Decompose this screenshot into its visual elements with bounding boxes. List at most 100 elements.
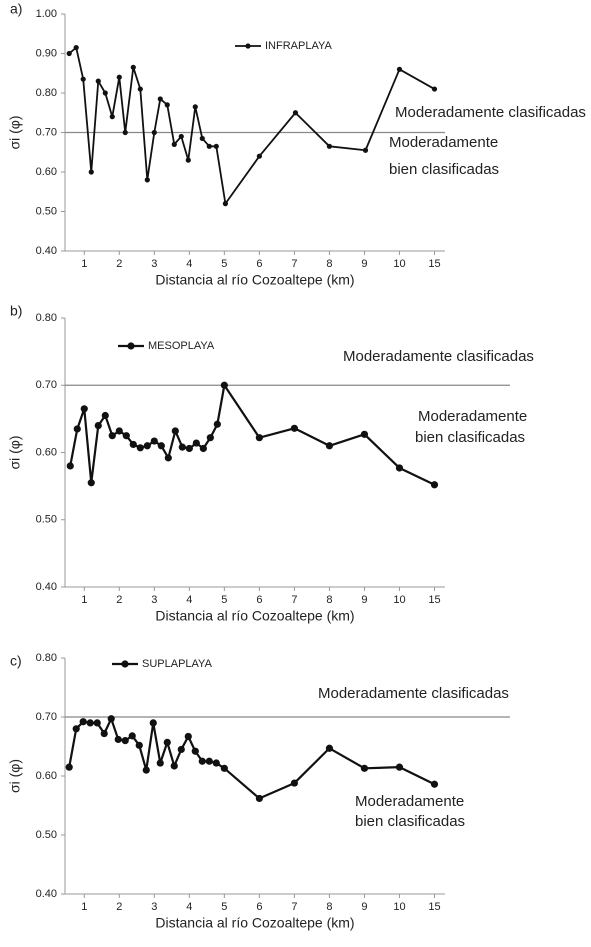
data-point — [157, 442, 165, 450]
y-tick-label: 0.60 — [36, 166, 57, 178]
data-point — [177, 745, 185, 754]
x-tick-label: 9 — [361, 594, 367, 606]
data-point — [185, 444, 193, 453]
data-point — [65, 763, 73, 771]
data-point — [213, 420, 221, 428]
data-point — [95, 78, 101, 84]
data-line — [68, 46, 435, 205]
data-point — [107, 715, 115, 723]
data-point — [116, 74, 122, 80]
data-point — [157, 96, 163, 102]
x-tick-label: 1 — [81, 258, 87, 270]
x-tick-label: 8 — [326, 901, 332, 913]
x-axis-label: Distancia al río Cozoaltepe (km) — [155, 272, 354, 288]
panel-label: c) — [10, 653, 22, 669]
data-point — [135, 741, 143, 749]
data-point — [395, 464, 404, 472]
data-point — [170, 762, 178, 770]
x-tick-label: 4 — [186, 901, 192, 913]
data-point — [206, 143, 212, 149]
data-point — [192, 439, 200, 447]
data-point — [199, 135, 205, 142]
data-point — [142, 766, 150, 774]
data-point — [86, 719, 94, 727]
data-point — [430, 481, 439, 489]
data-point — [122, 432, 130, 440]
y-tick-label: 0.40 — [36, 245, 57, 257]
y-tick-label: 0.90 — [36, 47, 57, 59]
data-point — [121, 737, 129, 745]
x-tick-label: 9 — [361, 901, 367, 913]
annotation: Moderadamente — [355, 793, 464, 810]
x-tick-label: 4 — [186, 594, 192, 606]
data-point — [255, 434, 263, 442]
data-point — [191, 747, 199, 755]
data-point — [66, 50, 72, 57]
x-tick-label: 7 — [291, 258, 297, 270]
y-tick-label: 0.40 — [36, 888, 57, 900]
data-point — [80, 76, 86, 82]
y-tick-label: 1.00 — [36, 8, 57, 20]
y-tick-label: 0.80 — [36, 312, 57, 324]
data-point — [205, 757, 213, 765]
data-point — [178, 443, 186, 451]
data-point — [150, 437, 158, 445]
data-point — [151, 129, 157, 136]
x-tick-label: 2 — [116, 901, 122, 913]
legend-label: MESOPLAYA — [148, 340, 215, 352]
annotation: bien clasificadas — [389, 161, 499, 178]
data-point — [109, 114, 115, 120]
x-tick-label: 15 — [428, 594, 440, 606]
data-point — [130, 64, 136, 70]
data-point — [325, 744, 334, 752]
data-point — [101, 411, 109, 420]
data-point — [79, 718, 87, 726]
x-tick-label: 1 — [81, 594, 87, 606]
y-tick-label: 0.60 — [36, 770, 57, 782]
data-point — [395, 763, 404, 771]
annotation: Moderadamente — [418, 408, 527, 425]
data-point — [136, 444, 144, 452]
data-point — [108, 432, 116, 440]
y-tick-label: 0.50 — [36, 205, 57, 217]
legend-label: SUPLAPLAYA — [142, 658, 213, 670]
data-point — [144, 177, 150, 183]
data-point — [184, 732, 192, 741]
x-tick-label: 4 — [186, 258, 192, 270]
data-point — [213, 143, 219, 149]
y-tick-label: 0.80 — [36, 652, 57, 664]
y-tick-label: 0.70 — [36, 379, 57, 391]
data-point — [156, 759, 164, 767]
data-point — [100, 729, 108, 738]
x-tick-label: 6 — [256, 901, 262, 913]
x-tick-label: 3 — [151, 258, 157, 270]
data-point — [290, 424, 299, 432]
x-tick-label: 15 — [428, 258, 440, 270]
data-point — [171, 141, 177, 147]
x-tick-label: 3 — [151, 901, 157, 913]
data-point — [128, 732, 136, 740]
y-tick-label: 0.60 — [36, 446, 57, 458]
data-point — [192, 104, 198, 110]
y-axis-label: σi (φ) — [7, 115, 23, 149]
x-tick-label: 6 — [256, 594, 262, 606]
x-axis-label: Distancia al río Cozoaltepe (km) — [155, 915, 354, 931]
x-axis-label: Distancia al río Cozoaltepe (km) — [155, 608, 354, 624]
data-point — [360, 764, 369, 772]
x-tick-label: 6 — [256, 258, 262, 270]
data-point — [149, 719, 157, 727]
x-tick-label: 15 — [428, 901, 440, 913]
data-point — [171, 427, 179, 435]
x-tick-label: 10 — [393, 594, 405, 606]
data-point — [115, 427, 123, 435]
y-tick-label: 0.70 — [36, 711, 57, 723]
data-point — [222, 201, 229, 207]
data-point — [220, 764, 228, 772]
x-tick-label: 10 — [393, 901, 405, 913]
data-point — [396, 66, 403, 72]
y-tick-label: 0.70 — [36, 126, 57, 138]
data-point — [255, 794, 263, 803]
y-tick-label: 0.40 — [36, 581, 57, 593]
data-point — [72, 725, 80, 733]
